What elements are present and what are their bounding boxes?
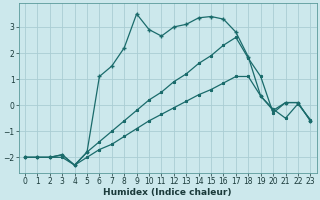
X-axis label: Humidex (Indice chaleur): Humidex (Indice chaleur) <box>103 188 232 197</box>
